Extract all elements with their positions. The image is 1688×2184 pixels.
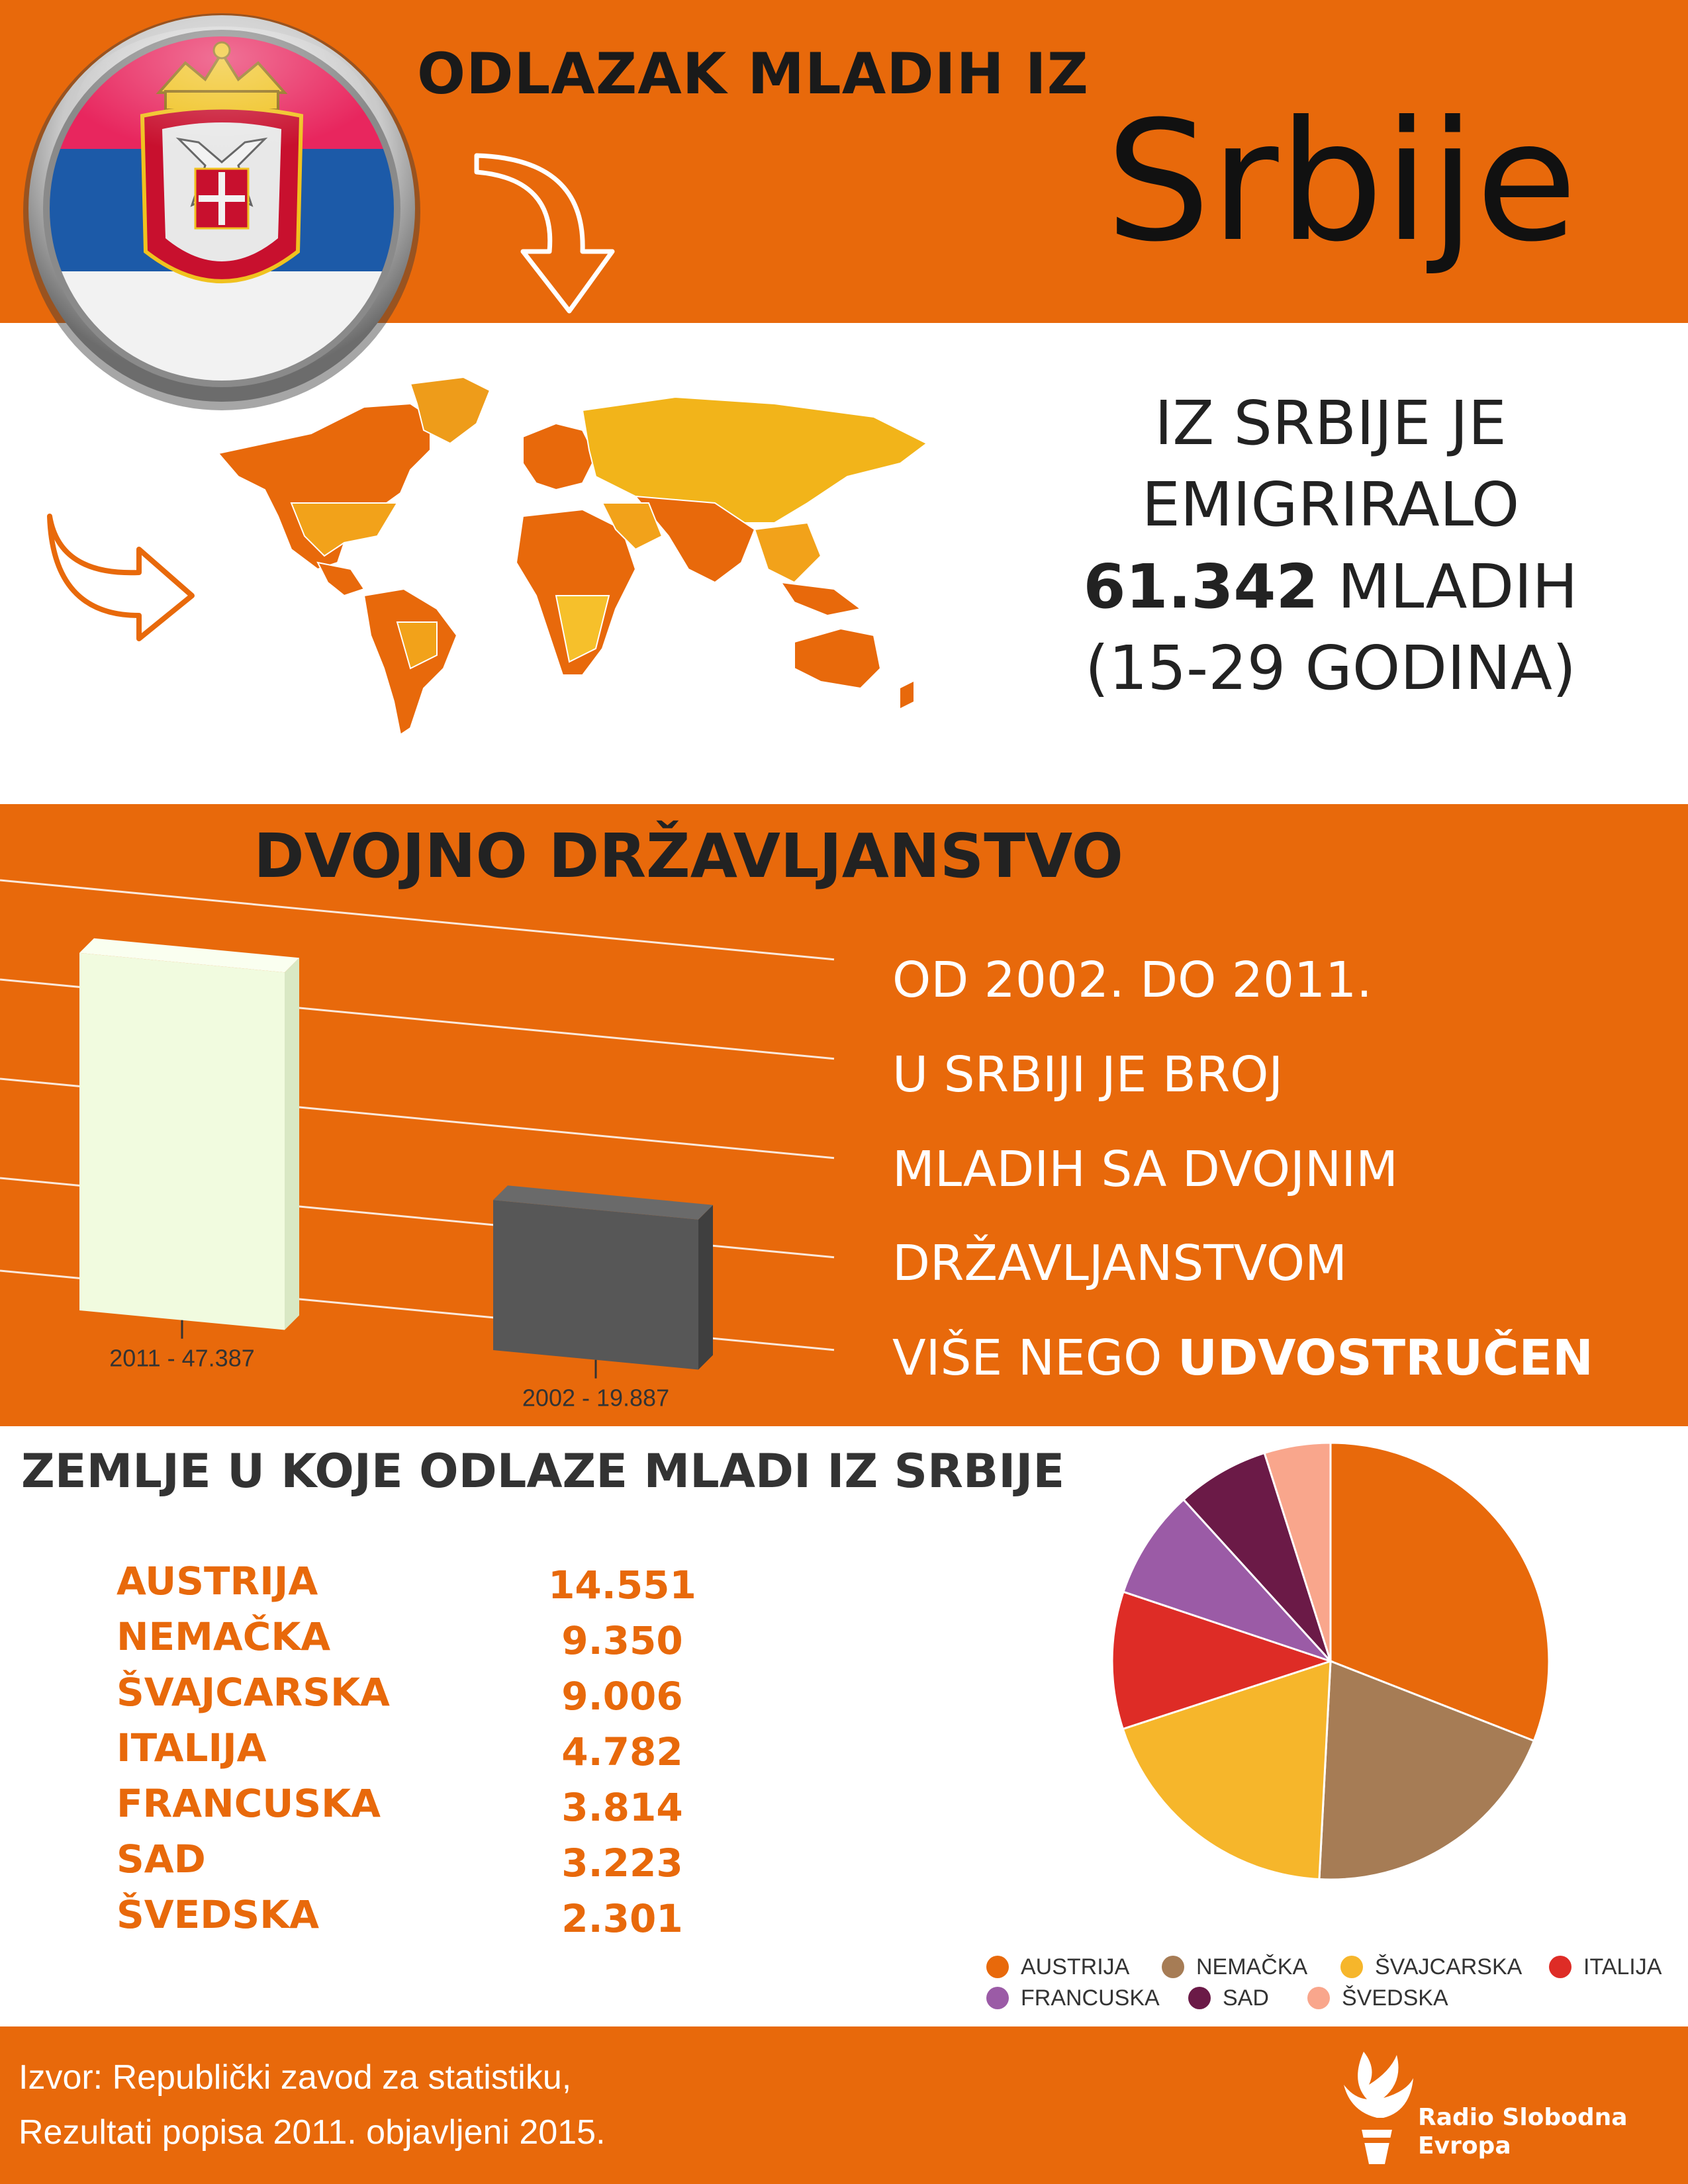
- country-value: 3.223: [561, 1841, 683, 1886]
- legend-label: ŠVEDSKA: [1342, 1985, 1448, 2011]
- curved-arrow-down-icon: [474, 153, 615, 314]
- emigration-age-range: (15-29 GODINA): [1085, 632, 1576, 704]
- dual-text-emphasis: UDVOSTRUČEN: [1177, 1330, 1593, 1387]
- source-line1: Izvor: Republički zavod za statistiku,: [19, 2058, 572, 2097]
- legend-label: SAD: [1223, 1985, 1269, 2011]
- pie-slice-ŠVAJCARSKA: [1121, 1659, 1332, 1881]
- source-text: Izvor: Republički zavod za statistiku, R…: [19, 2050, 606, 2160]
- dual-citizenship-bar-chart: 2011 - 47.387 2002 - 19.887: [0, 879, 835, 1412]
- dual-text-prefix: VIŠE NEGO: [892, 1330, 1178, 1387]
- chart-data-labels: 2011 - 47.387 2002 - 19.887: [109, 1320, 669, 1412]
- dual-citizenship-text: OD 2002. DO 2011. U SRBIJI JE BROJ MLADI…: [892, 933, 1673, 1406]
- country-name: SAD: [117, 1837, 206, 1882]
- dual-text-line2: U SRBIJI JE BROJ: [892, 1046, 1284, 1103]
- country-name: ITALIJA: [117, 1725, 267, 1770]
- bar-front: [493, 1200, 698, 1370]
- legend-swatch: [1340, 1956, 1363, 1978]
- dual-text-line3: MLADIH SA DVOJNIM: [892, 1140, 1398, 1198]
- emigration-line2: EMIGRIRALO: [1141, 469, 1520, 541]
- legend-label: ŠVAJCARSKA: [1375, 1954, 1523, 1979]
- pie-slice-FRANCUSKA: [1122, 1498, 1334, 1664]
- bar-side: [285, 958, 299, 1330]
- bar-2011: [79, 938, 299, 1330]
- country-name: NEMAČKA: [117, 1614, 331, 1659]
- country-name: ŠVAJCARSKA: [117, 1670, 390, 1715]
- legend-swatch: [1549, 1956, 1571, 1978]
- country-value: 14.551: [548, 1563, 696, 1608]
- emigration-line1: IZ SRBIJE JE: [1154, 388, 1507, 459]
- bar-data-label: 2011 - 47.387: [109, 1345, 255, 1372]
- legend-swatch: [1188, 1987, 1211, 2009]
- country-name: FRANCUSKA: [117, 1781, 381, 1826]
- pie-slice-AUSTRIJA: [1329, 1441, 1550, 1743]
- page-title-line2: Srbije: [1105, 85, 1577, 278]
- world-map-icon: [217, 376, 928, 736]
- bar-top: [493, 1185, 713, 1220]
- serbia-flag-icon: [23, 13, 420, 410]
- source-line2: Rezultati popisa 2011. objavljeni 2015.: [19, 2113, 606, 2152]
- chart-bars: [79, 938, 713, 1370]
- countries-pie-chart: [1111, 1441, 1550, 1881]
- curved-arrow-right-icon: [47, 514, 195, 641]
- bar-2002: [493, 1185, 713, 1370]
- legend-label: NEMAČKA: [1196, 1954, 1308, 1979]
- pie-slice-NEMAČKA: [1318, 1659, 1536, 1881]
- pie-slice-ŠVEDSKA: [1263, 1441, 1332, 1662]
- dual-text-line4: DRŽAVLJANSTVOM: [892, 1235, 1347, 1293]
- country-name: ŠVEDSKA: [117, 1892, 320, 1937]
- legend-swatch: [1162, 1956, 1184, 1978]
- legend-label: ITALIJA: [1583, 1954, 1662, 1979]
- dual-text-line1: OD 2002. DO 2011.: [892, 952, 1372, 1009]
- country-name: AUSTRIJA: [117, 1559, 318, 1604]
- country-value: 2.301: [561, 1896, 683, 1941]
- gridline: [0, 879, 835, 961]
- bar-front: [79, 952, 285, 1330]
- bar-side: [698, 1205, 713, 1370]
- country-value: 4.782: [561, 1729, 683, 1774]
- dual-text-line5: VIŠE NEGO UDVOSTRUČEN: [892, 1311, 1673, 1406]
- bar-top: [79, 938, 299, 973]
- emigration-summary: IZ SRBIJE JE EMIGRIRALO 61.342 MLADIH (1…: [1046, 383, 1615, 709]
- rse-brand-line2: Evropa: [1418, 2132, 1511, 2160]
- legend-label: AUSTRIJA: [1021, 1954, 1130, 1979]
- legend-swatch: [1307, 1987, 1330, 2009]
- emigration-count: 61.342: [1083, 551, 1319, 622]
- legend-swatch: [986, 1956, 1009, 1978]
- country-value: 9.006: [561, 1674, 683, 1719]
- legend-swatch: [986, 1987, 1009, 2009]
- country-value: 3.814: [561, 1785, 683, 1830]
- footer-band: [0, 2026, 1688, 2184]
- countries-title: ZEMLJE U KOJE ODLAZE MLADI IZ SRBIJE: [21, 1444, 1065, 1498]
- bar-data-label: 2002 - 19.887: [522, 1385, 669, 1412]
- emigration-count-line: 61.342 MLADIH: [1046, 546, 1615, 627]
- country-value: 9.350: [561, 1618, 683, 1663]
- rse-brand-name: Radio Slobodna Evropa: [1418, 2103, 1628, 2160]
- legend-label: FRANCUSKA: [1021, 1985, 1160, 2011]
- rse-brand-line1: Radio Slobodna: [1418, 2104, 1628, 2131]
- dual-citizenship-title: DVOJNO DRŽAVLJANSTVO: [254, 821, 1123, 891]
- pie-slice-ITALIJA: [1111, 1590, 1334, 1731]
- page-title-line1: ODLAZAK MLADIH IZ: [417, 41, 1089, 107]
- emigration-count-suffix: MLADIH: [1318, 551, 1578, 622]
- rse-torch-logo-icon: [1344, 2052, 1413, 2164]
- pie-slice-SAD: [1182, 1451, 1332, 1662]
